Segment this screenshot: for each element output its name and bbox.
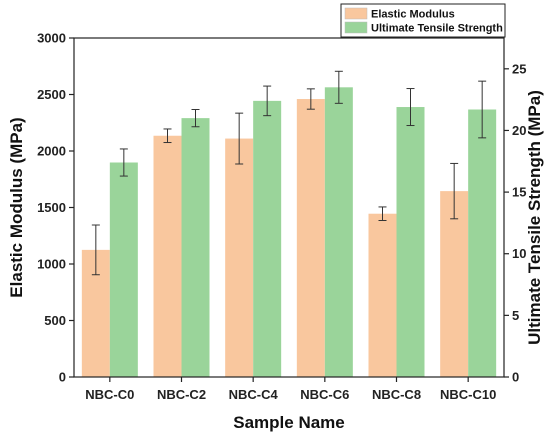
x-tick-label: NBC-C10 (440, 387, 496, 402)
legend-box (340, 3, 506, 38)
left-tick-label: 1500 (37, 200, 66, 215)
right-tick-label: 15 (512, 185, 526, 200)
right-tick-label: 25 (512, 61, 526, 76)
bar-tensile-strength (396, 107, 425, 378)
bar-tensile-strength (468, 109, 497, 378)
bar-elastic-modulus (368, 213, 397, 377)
right-tick-label: 5 (512, 308, 519, 323)
x-tick-label: NBC-C2 (157, 387, 206, 402)
bar-tensile-strength (109, 162, 138, 377)
bar-tensile-strength (324, 87, 353, 378)
left-tick-label: 500 (44, 313, 66, 328)
left-tick-label: 3000 (37, 31, 66, 46)
right-tick-label: 10 (512, 246, 526, 261)
right-y-axis-title: Ultimate Tensile Strength (MPa) (525, 90, 544, 345)
legend-label: Elastic Modulus (371, 9, 455, 21)
legend: Elastic Modulus Ultimate Tensile Strength (340, 3, 506, 38)
bar-tensile-strength (253, 100, 282, 378)
legend-swatch (344, 21, 368, 34)
bar-elastic-modulus (296, 99, 325, 378)
legend-label: Ultimate Tensile Strength (371, 23, 503, 35)
x-tick-label: NBC-C4 (229, 387, 279, 402)
x-tick-label: NBC-C8 (372, 387, 421, 402)
left-tick-label: 0 (59, 370, 66, 385)
bar-elastic-modulus (225, 138, 254, 377)
legend-swatch (344, 7, 368, 20)
left-tick-label: 2000 (37, 144, 66, 159)
x-tick-label: NBC-C6 (300, 387, 349, 402)
left-y-axis-title: Elastic Modulus (MPa) (7, 117, 26, 297)
left-tick-label: 1000 (37, 257, 66, 272)
right-tick-label: 0 (512, 370, 519, 385)
left-tick-label: 2500 (37, 87, 66, 102)
bar-elastic-modulus (440, 191, 469, 377)
bar-tensile-strength (181, 118, 210, 378)
x-tick-label: NBC-C0 (85, 387, 134, 402)
bar-elastic-modulus (153, 135, 182, 377)
x-axis-title: Sample Name (233, 413, 345, 432)
plot-frame (73, 37, 505, 378)
right-tick-label: 20 (512, 123, 526, 138)
